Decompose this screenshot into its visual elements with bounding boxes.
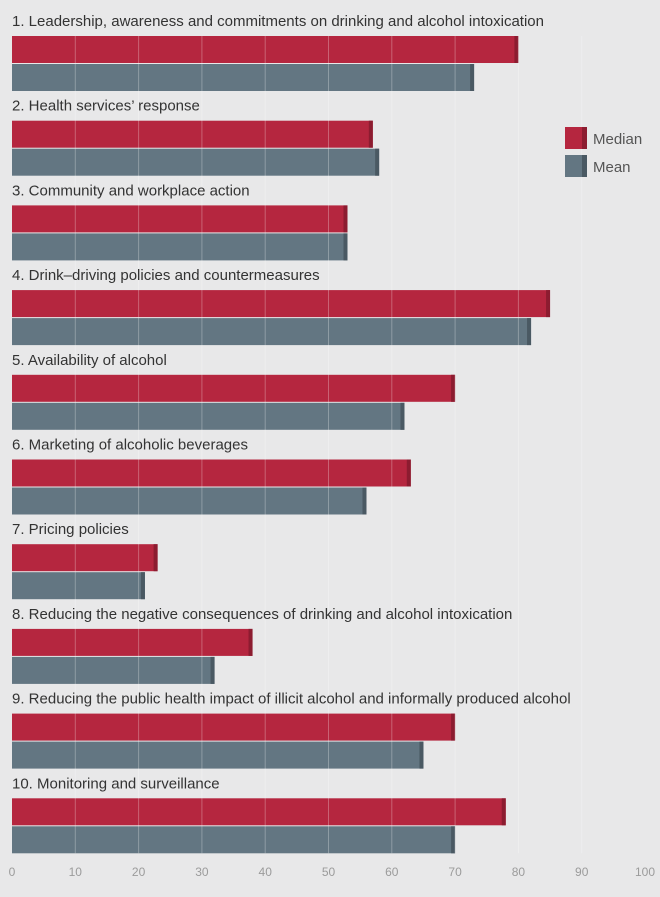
- x-tick-label: 20: [132, 865, 146, 879]
- bar-mean: [12, 149, 379, 176]
- x-tick-label: 0: [9, 865, 16, 879]
- bar-edge-mean: [470, 64, 474, 91]
- category-label: 7. Pricing policies: [12, 521, 129, 538]
- bar-mean: [12, 572, 145, 599]
- bar-mean: [12, 64, 474, 91]
- bar-edge-median: [514, 36, 518, 63]
- x-tick-label: 90: [575, 865, 589, 879]
- x-tick-label: 70: [448, 865, 462, 879]
- category-label: 3. Community and workplace action: [12, 182, 250, 199]
- bar-edge-mean: [375, 149, 379, 176]
- bar-mean: [12, 657, 215, 684]
- x-tick-label: 100: [635, 865, 655, 879]
- bar-edge-mean: [362, 488, 366, 515]
- bar-edge-median: [249, 629, 253, 656]
- bar-mean: [12, 318, 531, 345]
- bar-edge-mean: [527, 318, 531, 345]
- bar-edge-median: [502, 798, 506, 825]
- bar-edge-median: [451, 375, 455, 402]
- category-label: 2. Health services’ response: [12, 98, 200, 115]
- x-tick-label: 10: [69, 865, 83, 879]
- category-label: 6. Marketing of alcoholic beverages: [12, 437, 248, 454]
- bar-edge-median: [369, 121, 373, 148]
- category-label: 5. Availability of alcohol: [12, 352, 167, 369]
- bar-median: [12, 375, 455, 402]
- category-label: 9. Reducing the public health impact of …: [12, 691, 571, 708]
- bar-edge-mean: [451, 826, 455, 853]
- legend-swatch-mean-edge: [582, 155, 587, 177]
- bar-mean: [12, 742, 423, 769]
- legend-label-median: Median: [593, 131, 642, 148]
- category-label: 10. Monitoring and surveillance: [12, 775, 220, 792]
- bar-median: [12, 544, 158, 571]
- bar-median: [12, 460, 411, 487]
- x-tick-label: 80: [512, 865, 526, 879]
- bar-edge-median: [154, 544, 158, 571]
- x-tick-label: 40: [259, 865, 273, 879]
- category-label: 8. Reducing the negative consequences of…: [12, 606, 512, 623]
- bar-edge-mean: [141, 572, 145, 599]
- category-label: 4. Drink–driving policies and countermea…: [12, 267, 320, 284]
- bar-median: [12, 290, 550, 317]
- bar-edge-mean: [343, 233, 347, 260]
- bar-edge-mean: [400, 403, 404, 430]
- bar-median: [12, 121, 373, 148]
- category-label: 1. Leadership, awareness and commitments…: [12, 13, 544, 30]
- bar-mean: [12, 826, 455, 853]
- bar-median: [12, 798, 506, 825]
- bar-mean: [12, 403, 404, 430]
- bar-edge-median: [546, 290, 550, 317]
- bar-mean: [12, 488, 366, 515]
- bar-edge-median: [451, 714, 455, 741]
- bar-median: [12, 629, 253, 656]
- bar-median: [12, 714, 455, 741]
- bar-mean: [12, 233, 347, 260]
- x-tick-label: 50: [322, 865, 336, 879]
- x-tick-label: 60: [385, 865, 399, 879]
- legend-label-mean: Mean: [593, 159, 631, 176]
- bar-edge-median: [407, 460, 411, 487]
- bar-median: [12, 205, 347, 232]
- x-tick-label: 30: [195, 865, 209, 879]
- bar-edge-mean: [211, 657, 215, 684]
- bar-edge-median: [343, 205, 347, 232]
- legend-swatch-median-edge: [582, 127, 587, 149]
- bar-edge-mean: [419, 742, 423, 769]
